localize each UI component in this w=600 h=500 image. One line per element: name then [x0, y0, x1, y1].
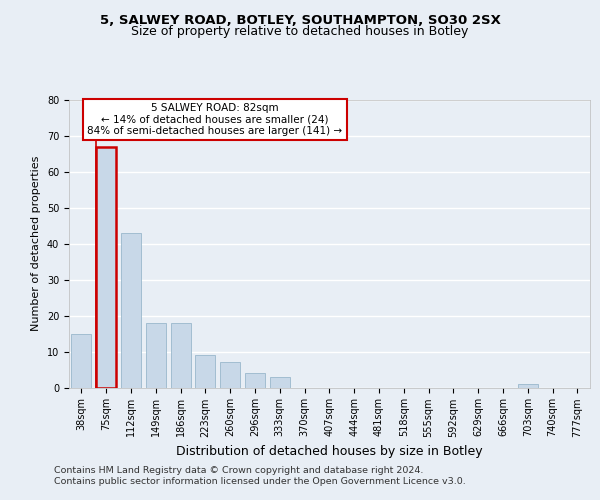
- Text: Contains public sector information licensed under the Open Government Licence v3: Contains public sector information licen…: [54, 477, 466, 486]
- Bar: [518, 384, 538, 388]
- Bar: [71, 334, 91, 388]
- Bar: [196, 355, 215, 388]
- Bar: [96, 146, 116, 388]
- Bar: [170, 323, 191, 388]
- Bar: [245, 373, 265, 388]
- Bar: [270, 376, 290, 388]
- Text: 5, SALWEY ROAD, BOTLEY, SOUTHAMPTON, SO30 2SX: 5, SALWEY ROAD, BOTLEY, SOUTHAMPTON, SO3…: [100, 14, 500, 27]
- Bar: [220, 362, 240, 388]
- Bar: [146, 323, 166, 388]
- X-axis label: Distribution of detached houses by size in Botley: Distribution of detached houses by size …: [176, 445, 483, 458]
- Y-axis label: Number of detached properties: Number of detached properties: [31, 156, 41, 332]
- Text: 5 SALWEY ROAD: 82sqm
← 14% of detached houses are smaller (24)
84% of semi-detac: 5 SALWEY ROAD: 82sqm ← 14% of detached h…: [87, 103, 343, 136]
- Text: Size of property relative to detached houses in Botley: Size of property relative to detached ho…: [131, 26, 469, 38]
- Bar: [121, 233, 141, 388]
- Text: Contains HM Land Registry data © Crown copyright and database right 2024.: Contains HM Land Registry data © Crown c…: [54, 466, 424, 475]
